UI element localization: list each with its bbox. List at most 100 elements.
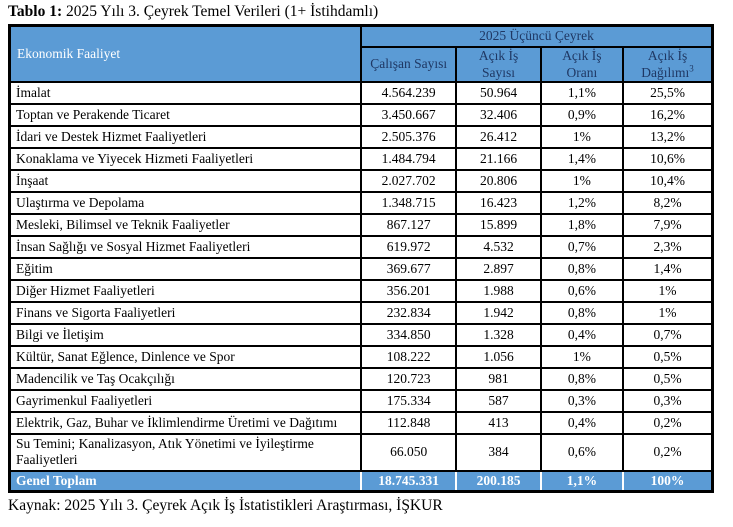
total-oran: 1,1% <box>539 469 625 492</box>
cell-calisan: 3.450.667 <box>359 103 458 127</box>
col-header-acik-dagilimi-line2: Dağılımı <box>641 64 690 80</box>
total-acik: 200.185 <box>455 469 542 492</box>
cell-calisan: 2.505.376 <box>359 125 458 149</box>
cell-dagilim: 2,3% <box>622 235 714 259</box>
cell-acik: 1.942 <box>455 301 542 325</box>
table-row: İmalat 4.564.239 50.964 1,1% 25,5% <box>8 81 714 105</box>
data-table: Ekonomik Faaliyet 2025 Üçüncü Çeyrek Çal… <box>8 24 714 494</box>
source-note: Kaynak: 2025 Yılı 3. Çeyrek Açık İş İsta… <box>8 497 443 515</box>
cell-acik: 16.423 <box>455 191 542 215</box>
cell-acik: 32.406 <box>455 103 542 127</box>
cell-acik: 981 <box>455 367 542 391</box>
cell-acik: 384 <box>455 433 542 472</box>
cell-oran: 1% <box>539 345 625 369</box>
cell-acik: 26.412 <box>455 125 542 149</box>
table-row: Gayrimenkul Faaliyetleri 175.334 587 0,3% 0,… <box>8 389 714 413</box>
col-header-acik-orani-line1: Açık İş <box>562 48 602 64</box>
col-header-acik-is-sayisi: Açık İş Sayısı <box>455 46 542 83</box>
cell-oran: 1,1% <box>539 81 625 105</box>
table-row: İdari ve Destek Hizmet Faaliyetleri 2.505… <box>8 125 714 149</box>
table-row: İnsan Sağlığı ve Sosyal Hizmet Faaliyetl… <box>8 235 714 259</box>
col-header-acik-is-dagilimi: Açık İş Dağılımı3 <box>622 46 714 83</box>
table-row: Mesleki, Bilimsel ve Teknik Faaliyetler 8… <box>8 213 714 237</box>
cell-activity: Gayrimenkul Faaliyetleri <box>8 389 362 413</box>
table-row: Madencilik ve Taş Ocakçılığı 120.723 981 0,… <box>8 367 714 391</box>
col-header-calisan-sayisi: Çalışan Sayısı <box>359 46 458 83</box>
cell-dagilim: 16,2% <box>622 103 714 127</box>
cell-acik: 50.964 <box>455 81 542 105</box>
cell-dagilim: 10,4% <box>622 169 714 193</box>
cell-activity: İnsan Sağlığı ve Sosyal Hizmet Faaliyetl… <box>8 235 362 259</box>
cell-dagilim: 1,4% <box>622 257 714 281</box>
table-row: Bilgi ve İletişim 334.850 1.328 0,4% 0,7% <box>8 323 714 347</box>
col-header-acik-dagilimi-line1: Açık İş <box>647 48 688 64</box>
cell-activity: Eğitim <box>8 257 362 281</box>
table-row: Finans ve Sigorta Faaliyetleri 232.834 1.9… <box>8 301 714 325</box>
cell-dagilim: 10,6% <box>622 147 714 171</box>
cell-oran: 1% <box>539 125 625 149</box>
cell-dagilim: 0,5% <box>622 367 714 391</box>
cell-oran: 0,7% <box>539 235 625 259</box>
cell-acik: 20.806 <box>455 169 542 193</box>
cell-oran: 1,2% <box>539 191 625 215</box>
cell-calisan: 1.484.794 <box>359 147 458 171</box>
cell-dagilim: 1% <box>622 279 714 303</box>
total-label: Genel Toplam <box>9 469 362 492</box>
cell-calisan: 4.564.239 <box>359 81 458 105</box>
cell-acik: 21.166 <box>455 147 542 171</box>
cell-acik: 4.532 <box>455 235 542 259</box>
col-header-acik-is-orani: Açık İş Oranı <box>539 46 625 83</box>
table-row: Ulaştırma ve Depolama 1.348.715 16.423 1,2%… <box>8 191 714 215</box>
cell-oran: 0,4% <box>539 411 625 435</box>
cell-acik: 587 <box>455 389 542 413</box>
cell-activity: İmalat <box>8 81 362 105</box>
cell-activity: Madencilik ve Taş Ocakçılığı <box>8 367 362 391</box>
cell-calisan: 369.677 <box>359 257 458 281</box>
cell-oran: 1,4% <box>539 147 625 171</box>
cell-acik: 413 <box>455 411 542 435</box>
table-title: Tablo 1: 2025 Yılı 3. Çeyrek Temel Veril… <box>8 3 733 21</box>
cell-activity: İdari ve Destek Hizmet Faaliyetleri <box>8 125 362 149</box>
col-header-acik-sayisi-line1: Açık İş <box>478 48 519 64</box>
cell-activity: Su Temini; Kanalizasyon, Atık Yönetimi v… <box>8 433 362 472</box>
cell-activity: Bilgi ve İletişim <box>8 323 362 347</box>
cell-calisan: 112.848 <box>359 411 458 435</box>
table-title-prefix: Tablo 1: <box>8 3 63 20</box>
col-header-acik-sayisi-line2: Sayısı <box>482 64 516 80</box>
table-row: Kültür, Sanat Eğlence, Dinlence ve Spor 1… <box>8 345 714 369</box>
cell-calisan: 356.201 <box>359 279 458 303</box>
cell-dagilim: 8,2% <box>622 191 714 215</box>
table-row: Toptan ve Perakende Ticaret 3.450.667 32.4… <box>8 103 714 127</box>
cell-acik: 1.056 <box>455 345 542 369</box>
cell-activity: Toptan ve Perakende Ticaret <box>8 103 362 127</box>
cell-acik: 1.988 <box>455 279 542 303</box>
group-header-row: Ekonomik Faaliyet 2025 Üçüncü Çeyrek <box>8 24 714 83</box>
cell-activity: Kültür, Sanat Eğlence, Dinlence ve Spor <box>8 345 362 369</box>
total-row: Genel Toplam 18.745.331 200.185 1,1% 100… <box>9 469 713 492</box>
cell-activity: İnşaat <box>8 169 362 193</box>
cell-oran: 0,3% <box>539 389 625 413</box>
cell-dagilim: 7,9% <box>622 213 714 237</box>
document-page: Tablo 1: 2025 Yılı 3. Çeyrek Temel Veril… <box>8 3 733 515</box>
cell-calisan: 175.334 <box>359 389 458 413</box>
cell-dagilim: 0,3% <box>622 389 714 413</box>
table-title-text: 2025 Yılı 3. Çeyrek Temel Verileri (1+ İ… <box>62 3 379 20</box>
cell-calisan: 334.850 <box>359 323 458 347</box>
cell-dagilim: 1% <box>622 301 714 325</box>
cell-calisan: 120.723 <box>359 367 458 391</box>
cell-activity: Diğer Hizmet Faaliyetleri <box>8 279 362 303</box>
cell-activity: Konaklama ve Yiyecek Hizmeti Faaliyetler… <box>8 147 362 171</box>
cell-oran: 0,8% <box>539 367 625 391</box>
cell-activity: Ulaştırma ve Depolama <box>8 191 362 215</box>
cell-acik: 2.897 <box>455 257 542 281</box>
cell-oran: 1,8% <box>539 213 625 237</box>
cell-calisan: 66.050 <box>359 433 458 472</box>
cell-calisan: 2.027.702 <box>359 169 458 193</box>
total-calisan: 18.745.331 <box>359 469 458 492</box>
table-row: Eğitim 369.677 2.897 0,8% 1,4% <box>8 257 714 281</box>
cell-oran: 0,8% <box>539 301 625 325</box>
table-row: Su Temini; Kanalizasyon, Atık Yönetimi v… <box>8 433 714 472</box>
cell-oran: 0,8% <box>539 257 625 281</box>
cell-oran: 0,9% <box>539 103 625 127</box>
cell-calisan: 619.972 <box>359 235 458 259</box>
